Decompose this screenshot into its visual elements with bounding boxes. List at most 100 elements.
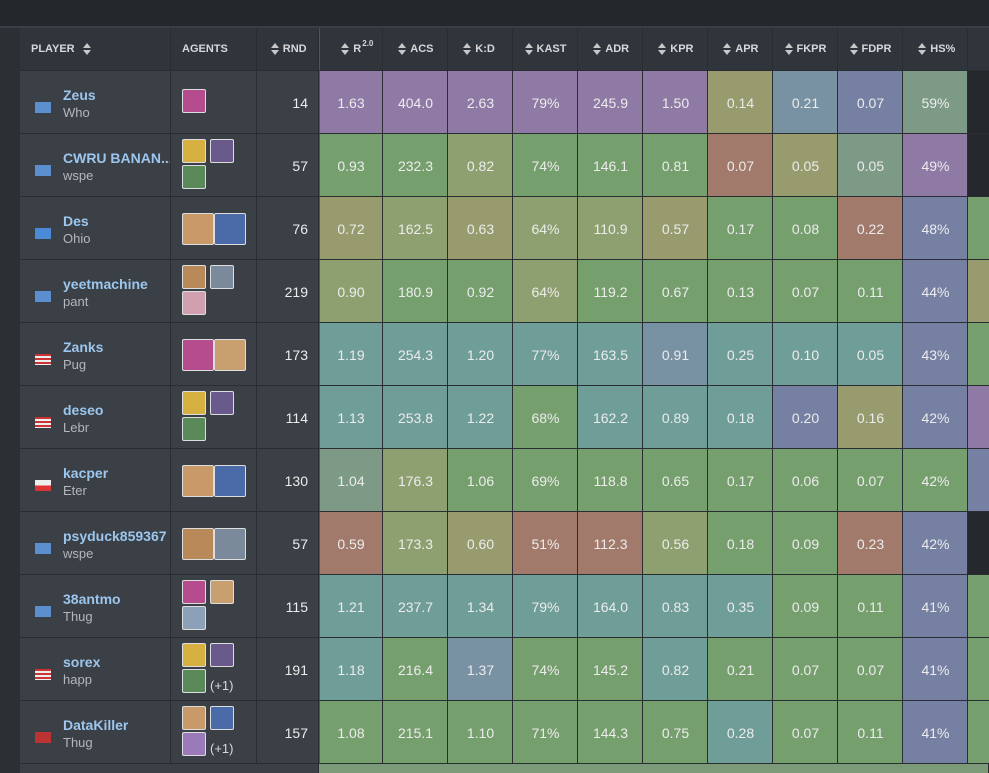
sort-arrow[interactable]: [270, 50, 279, 55]
header-label[interactable]: RND: [282, 43, 307, 55]
sort-arrow[interactable]: [83, 43, 91, 48]
flag-icon: [35, 354, 51, 365]
sort-arrow[interactable]: [849, 50, 858, 55]
header-label[interactable]: KPR: [670, 43, 694, 55]
player-name[interactable]: kacper: [63, 465, 109, 481]
header-cell: [319, 28, 383, 71]
agent-icon: [214, 528, 246, 560]
sort-arrow[interactable]: [658, 50, 667, 55]
stat-value: 0.07: [856, 473, 885, 489]
sort-arrow[interactable]: [398, 43, 407, 48]
sort-arrow[interactable]: [658, 43, 667, 48]
stat-cell: [773, 638, 838, 701]
stat-cell: [448, 323, 513, 386]
stat-cell: [513, 197, 578, 260]
flag-icon: [35, 606, 51, 617]
sort-arrow[interactable]: [341, 43, 350, 48]
player-name[interactable]: CWRU BANAN...: [63, 150, 170, 166]
rounds: 114: [285, 410, 308, 426]
stat-cell: [708, 575, 773, 638]
header-cell: [257, 28, 319, 71]
stat-value: 0.23: [856, 536, 885, 552]
stat-cell: [383, 134, 448, 197]
player-name[interactable]: deseo: [63, 402, 104, 418]
stat-cell: [578, 134, 643, 197]
header-label[interactable]: FDPR: [861, 43, 892, 55]
sort-arrow[interactable]: [784, 43, 793, 48]
player-name[interactable]: psyduck859367: [63, 528, 167, 544]
stat-cell: [578, 323, 643, 386]
sort-arrow[interactable]: [463, 43, 472, 48]
agent-icon: [182, 643, 206, 667]
player-name[interactable]: Des: [63, 213, 89, 229]
sort-arrow[interactable]: [341, 50, 350, 55]
stat-cell: [513, 701, 578, 764]
rounds-cell: [257, 701, 319, 764]
sort-arrow[interactable]: [723, 43, 732, 48]
stat-cell: [578, 575, 643, 638]
header-label[interactable]: KAST: [536, 43, 567, 55]
stat-value: 0.89: [661, 410, 690, 426]
player-name[interactable]: Zanks: [63, 339, 104, 355]
sort-arrow[interactable]: [398, 50, 407, 55]
sort-arrow[interactable]: [593, 50, 602, 55]
header-label[interactable]: HS%: [930, 43, 956, 55]
stat-cell: [448, 386, 513, 449]
sort-arrow[interactable]: [918, 50, 927, 55]
sort-arrow[interactable]: [593, 43, 602, 48]
stat-cell: [643, 449, 708, 512]
stat-value: 0.16: [856, 410, 885, 426]
header-label: AGENTS: [182, 43, 228, 55]
header-label[interactable]: K:D: [475, 43, 495, 55]
stat-value: 74%: [531, 158, 560, 174]
sort-arrow[interactable]: [524, 43, 533, 48]
sort-arrow[interactable]: [524, 50, 533, 55]
stat-value: 216.4: [397, 662, 434, 678]
stat-cell: [643, 134, 708, 197]
sort-arrow[interactable]: [849, 43, 858, 48]
player-name[interactable]: DataKiller: [63, 717, 129, 733]
team-name: wspe: [63, 168, 94, 183]
player-name[interactable]: Zeus: [63, 87, 96, 103]
sort-arrow[interactable]: [723, 50, 732, 55]
stat-value: 0.67: [661, 284, 690, 300]
header-cell: [171, 28, 257, 71]
stat-value: 71%: [531, 725, 560, 741]
header-label[interactable]: PLAYER: [31, 43, 75, 55]
agent-icon: [182, 580, 206, 604]
stat-cell: [383, 638, 448, 701]
player-name[interactable]: 38antmo: [63, 591, 121, 607]
stat-cell: [773, 512, 838, 575]
header-label[interactable]: APR: [735, 43, 759, 55]
agent-icon: [182, 606, 206, 630]
stat-value: 1.34: [466, 599, 495, 615]
rounds: 191: [284, 662, 308, 678]
stat-cell: [448, 134, 513, 197]
player-name[interactable]: yeetmachine: [63, 276, 148, 292]
stat-cell: [643, 197, 708, 260]
sort-arrow[interactable]: [784, 50, 793, 55]
sort-arrow[interactable]: [83, 50, 91, 55]
stat-value: 404.0: [397, 95, 434, 111]
stat-cell: [578, 386, 643, 449]
stat-value: 0.22: [856, 221, 885, 237]
header-label[interactable]: FKPR: [796, 43, 827, 55]
rounds: 130: [284, 473, 308, 489]
stat-cell: [513, 260, 578, 323]
header-superscript: 2.0: [362, 39, 374, 48]
sort-arrow[interactable]: [270, 43, 279, 48]
stat-cell: [578, 197, 643, 260]
stat-cell: [383, 260, 448, 323]
header-label[interactable]: R: [353, 43, 362, 55]
sort-arrow[interactable]: [463, 50, 472, 55]
header-label[interactable]: ACS: [410, 43, 434, 55]
player-name[interactable]: sorex: [63, 654, 101, 670]
stat-value: 0.07: [856, 95, 885, 111]
header-cell: [643, 28, 708, 71]
stat-cell: [968, 701, 989, 764]
header-label[interactable]: ADR: [605, 43, 630, 55]
sort-arrow[interactable]: [918, 43, 927, 48]
partial-row: [20, 764, 319, 773]
stat-cell: [773, 386, 838, 449]
stat-cell: [968, 323, 989, 386]
